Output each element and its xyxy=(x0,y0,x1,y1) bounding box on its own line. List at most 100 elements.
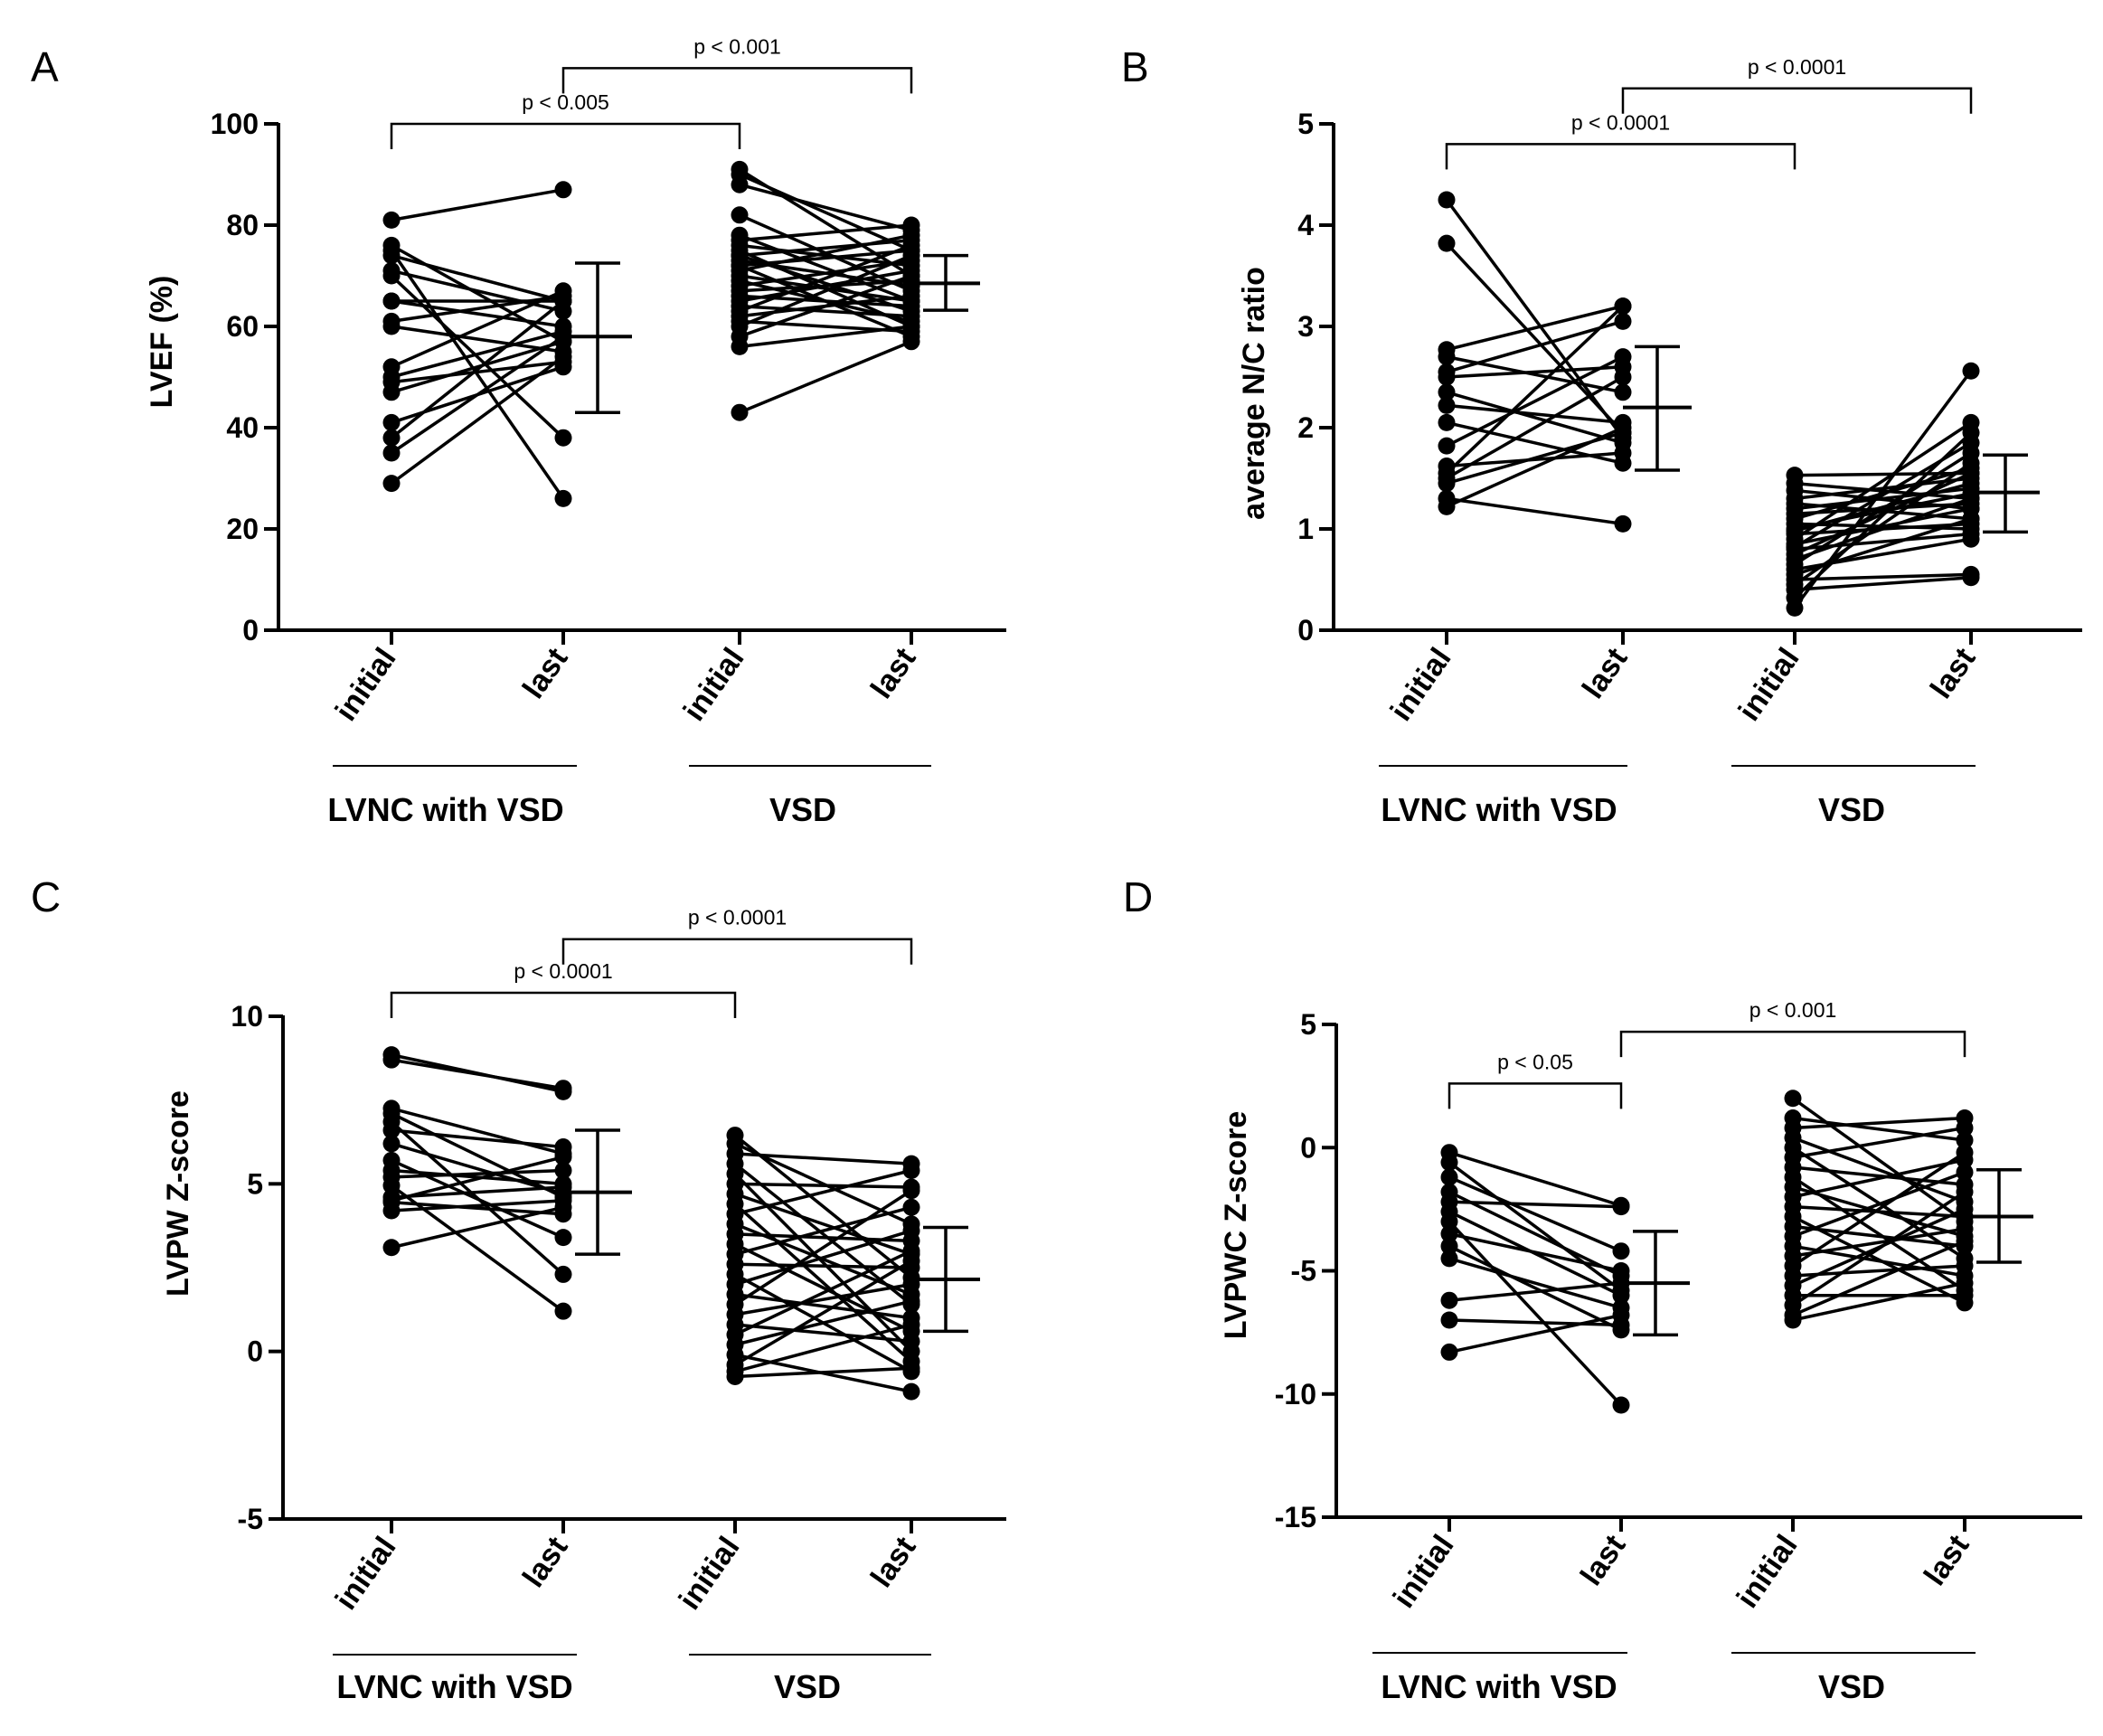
pair-line xyxy=(391,325,564,354)
pair-line xyxy=(739,243,912,268)
pair-line xyxy=(1792,1116,1966,1142)
pair-line xyxy=(391,1185,564,1199)
data-point xyxy=(554,292,572,310)
data-point xyxy=(382,1202,401,1220)
y-tick-label: 1 xyxy=(1297,513,1314,545)
panel-a-plot: 0 20 40 60 80 100 initial last initial last p < 0.… xyxy=(211,34,1006,767)
data-point xyxy=(1438,348,1456,366)
data-point xyxy=(902,1198,920,1216)
pair-line xyxy=(1448,1175,1622,1253)
data-point xyxy=(1612,1396,1630,1414)
pair-line xyxy=(739,274,912,338)
y-tick-label: 0 xyxy=(1297,614,1314,646)
pair-line xyxy=(1448,1231,1622,1273)
data-point xyxy=(1438,413,1456,431)
pair-line xyxy=(1792,1190,1966,1307)
data-point xyxy=(1440,1212,1458,1231)
pair-line xyxy=(1446,319,1624,374)
pair-line xyxy=(390,1184,565,1313)
data-point xyxy=(902,1182,920,1200)
pair-line xyxy=(1448,1190,1622,1278)
pair-line xyxy=(733,1203,913,1363)
data-point xyxy=(1962,530,1980,548)
data-point xyxy=(1956,1287,1974,1305)
pair-line xyxy=(1448,1257,1622,1310)
data-point xyxy=(554,1080,572,1098)
pair-line xyxy=(1792,1240,1966,1317)
significance-bracket xyxy=(390,991,737,1019)
pair-line xyxy=(1446,304,1624,352)
x-tick-label: initial xyxy=(1383,642,1457,728)
data-point xyxy=(382,267,401,285)
pair-line xyxy=(1792,1158,1966,1199)
pair-line xyxy=(739,340,912,414)
data-point xyxy=(1962,510,1980,528)
data-point xyxy=(902,333,920,351)
pair-line xyxy=(391,1205,564,1250)
data-point xyxy=(554,489,572,507)
pair-line xyxy=(1448,1244,1622,1332)
pair-line xyxy=(734,1229,912,1287)
y-tick-label: 80 xyxy=(226,209,259,241)
data-point xyxy=(554,1162,572,1180)
data-point xyxy=(1438,191,1456,209)
y-tick-label: -10 xyxy=(1275,1378,1316,1410)
significance-bracket xyxy=(561,938,913,965)
data-point xyxy=(902,1292,920,1310)
group-label-vsd: VSD xyxy=(1818,791,1885,828)
data-point xyxy=(1614,383,1632,401)
pair-line xyxy=(1446,355,1624,448)
pair-line xyxy=(739,325,912,349)
pair-line xyxy=(1792,1116,1966,1130)
pair-line xyxy=(1448,1151,1622,1207)
group-label-vsd: VSD xyxy=(1818,1668,1885,1705)
data-point xyxy=(1614,297,1632,316)
data-point xyxy=(902,267,920,285)
x-tick-label: last xyxy=(1574,1529,1633,1592)
data-point xyxy=(902,1252,920,1270)
pair-line xyxy=(1794,572,1972,581)
data-point xyxy=(382,1121,401,1139)
p-value-label: p < 0.001 xyxy=(693,34,781,58)
pair-line xyxy=(391,188,564,222)
pair-line xyxy=(1791,1097,1966,1223)
data-point xyxy=(902,1162,920,1180)
pair-line xyxy=(734,1168,912,1216)
data-point xyxy=(382,247,401,265)
pair-line xyxy=(1448,1200,1622,1209)
data-point xyxy=(554,1302,572,1320)
data-point xyxy=(1956,1183,1974,1201)
data-point xyxy=(1438,396,1456,414)
pair-line xyxy=(391,329,564,379)
data-point xyxy=(554,348,572,366)
pair-line xyxy=(390,299,565,439)
pair-line xyxy=(1448,1313,1622,1354)
pair-line xyxy=(1448,1281,1622,1302)
data-point xyxy=(1962,569,1980,587)
panel-a: A 0 20 40 60 80 100 initial last initial last p < … xyxy=(31,34,1006,828)
data-point xyxy=(1956,1131,1974,1149)
pair-line xyxy=(739,233,912,273)
data-point xyxy=(382,317,401,335)
data-point xyxy=(1962,454,1980,472)
pair-line xyxy=(391,335,564,455)
data-point xyxy=(554,1265,572,1283)
p-value-label: p < 0.001 xyxy=(1749,998,1837,1022)
x-tick-label: last xyxy=(1918,1529,1976,1592)
data-point xyxy=(1612,1262,1630,1279)
pair-line xyxy=(1792,1136,1966,1203)
data-point xyxy=(554,1198,572,1216)
data-point xyxy=(1612,1242,1630,1260)
pair-line xyxy=(391,1168,564,1179)
pair-line xyxy=(739,183,912,232)
pair-line xyxy=(1792,1204,1966,1219)
data-point xyxy=(902,1222,920,1240)
x-tick-label: initial xyxy=(1730,1529,1804,1615)
data-point xyxy=(902,247,920,265)
data-point xyxy=(382,475,401,493)
pair-line xyxy=(739,243,912,313)
data-point xyxy=(1784,1311,1802,1329)
data-point xyxy=(1956,1144,1974,1162)
x-tick-label: initial xyxy=(328,642,402,728)
pair-line xyxy=(734,1282,912,1316)
